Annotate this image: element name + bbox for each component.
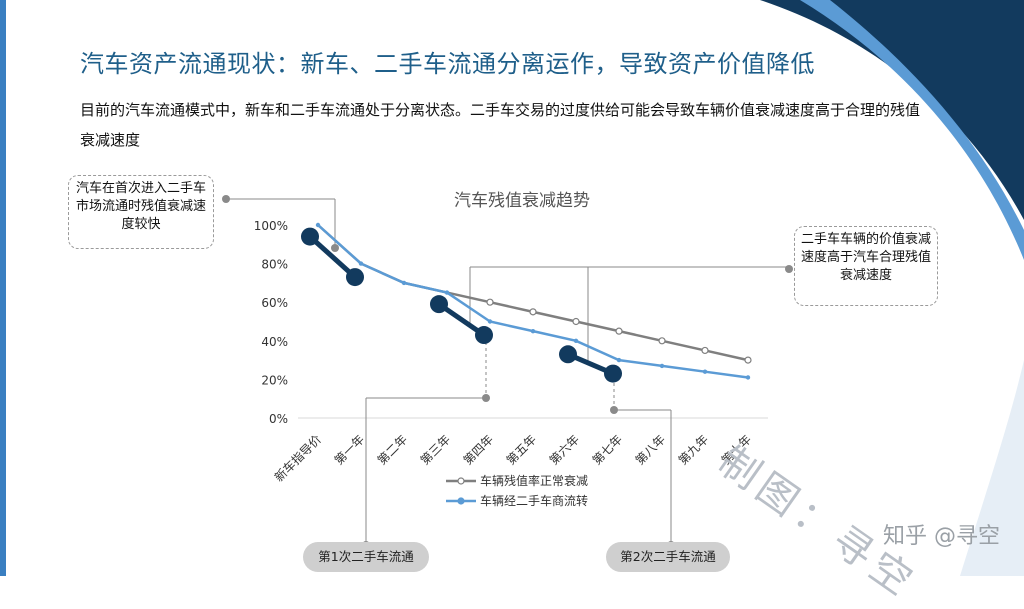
y-tick-label: 60% [261,296,288,310]
residual-value-chart: 汽车残值衰减趋势 0%20%40%60%80%100% 新车指导价 第一年 第二年第… [222,191,793,549]
data-point [401,280,407,286]
data-point [358,261,364,266]
x-tick-label: 新车指导价 [271,432,324,485]
callout-first-entry: 汽车在首次进入二手车市场流通时残值衰减速度较快 [68,175,214,249]
data-point [444,290,450,295]
callout-excess-decline: 二手车车辆的价值衰减速度高于汽车合理残值衰减速度 [794,226,938,306]
y-tick-label: 100% [254,219,288,233]
second-circulation-label: 第2次二手车流通 [606,542,730,572]
data-point [701,346,709,355]
x-tick-label: 第九年 [676,432,711,467]
highlight-line [437,302,486,338]
highlight-point [604,364,622,383]
x-tick-label: 第四年 [461,432,496,467]
leader-dot [331,244,339,252]
data-point [658,337,666,345]
x-tick-label: 第一年 [332,432,367,467]
data-point [572,317,580,326]
x-tick-label: 第六年 [547,432,582,467]
data-point [487,319,493,324]
x-tick-label: 第二年 [375,432,410,467]
data-point [745,375,751,380]
y-tick-label: 40% [261,335,288,349]
legend-label: 车辆经二手车商流转 [480,493,588,508]
data-point [529,308,537,316]
data-point [615,327,623,335]
series-line [317,224,749,362]
x-tick-label: 第七年 [590,432,625,467]
data-point [486,298,494,306]
highlight-point [430,295,448,314]
leader-dot [785,265,793,273]
legend-label: 车辆残值率正常衰减 [480,473,588,488]
x-tick-label: 第三年 [418,432,453,467]
data-point [744,356,752,364]
x-tick-label: 第五年 [504,432,539,467]
left-accent-bar [0,0,6,576]
highlight-point [559,345,577,364]
legend-marker [457,497,465,505]
highlight-point [301,227,319,246]
chart-title: 汽车残值衰减趋势 [454,191,590,211]
data-point [702,369,708,374]
page-title: 汽车资产流通现状：新车、二手车流通分离运作，导致资产价值降低 [80,50,815,78]
bottom-swoosh [960,360,1024,576]
data-point [573,338,579,343]
highlight-point [346,268,364,287]
highlight-point [475,326,493,345]
background-decoration [0,0,1024,576]
x-tick-label: 第八年 [633,432,668,467]
watermark-credit: 知乎 @寻空 [883,524,1000,549]
y-tick-label: 20% [261,373,288,387]
first-circulation-label: 第1次二手车流通 [303,542,429,572]
y-tick-label: 80% [261,258,288,272]
series-line [317,224,749,379]
data-point [530,328,536,334]
chart-series [315,222,752,380]
data-point [616,357,622,363]
y-tick-label: 0% [269,412,288,426]
corner-swoosh-dark [760,0,1024,220]
highlight-line [308,234,357,279]
page-subtitle: 目前的汽车流通模式中，新车和二手车流通处于分离状态。二手车交易的过度供给可能会导… [80,101,921,149]
decline-highlights [301,227,622,383]
data-point [315,222,321,228]
data-point [659,363,665,369]
y-axis: 0% 20% 40% 60% 80% 100% [254,219,288,426]
legend-marker [457,477,465,485]
